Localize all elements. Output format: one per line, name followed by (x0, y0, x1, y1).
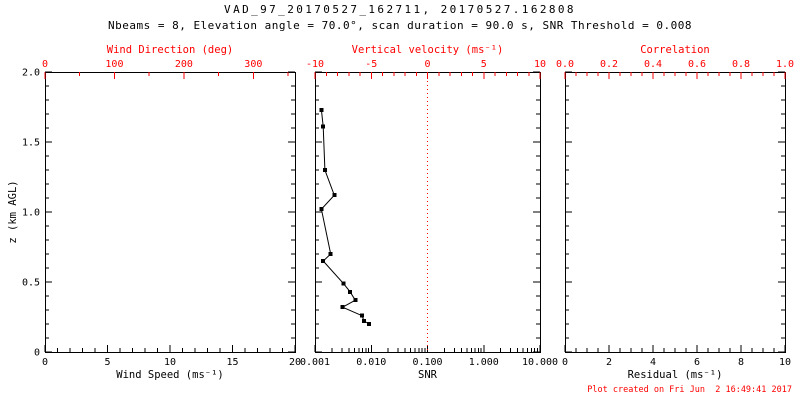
y-tick-label: 1.0 (22, 208, 40, 219)
snr-axis-title: SNR (418, 369, 437, 381)
vertical-velocity-axis-title: Vertical velocity (ms⁻¹) (351, 44, 504, 56)
y-tick-label: 1.5 (22, 138, 40, 149)
x-tick-label: 0 (562, 357, 568, 368)
data-point-marker (341, 281, 346, 286)
panel-frame (565, 72, 786, 353)
top-tick-label: 300 (244, 59, 262, 70)
data-point-marker (367, 322, 372, 326)
x-tick-label: 0.100 (412, 357, 442, 368)
top-tick-label: 200 (175, 59, 193, 70)
x-tick-label: 10 (164, 357, 176, 368)
data-point-marker (353, 298, 358, 303)
x-tick-label: 20 (289, 357, 301, 368)
data-point-marker (321, 124, 326, 129)
y-tick-label: 0.5 (22, 278, 40, 289)
x-tick-label: 0.001 (300, 357, 330, 368)
x-tick-label: 10.000 (522, 357, 558, 368)
series-line (320, 109, 370, 325)
x-tick-label: 6 (694, 357, 700, 368)
x-tick-label: 2 (606, 357, 612, 368)
top-tick-label: 5 (481, 59, 487, 70)
y-tick-label: 0 (34, 348, 40, 359)
figure-title: VAD_97_20170527_162711, 20170527.162808 (224, 3, 576, 16)
top-tick-label: 0.2 (600, 59, 618, 70)
data-point-marker (359, 313, 364, 318)
panel-snr: 0.001 0.010 0.100 1.000 10.000 -10 -5 0 5 10 (300, 59, 558, 368)
wind-speed-axis-title: Wind Speed (ms⁻¹) (116, 369, 224, 381)
x-tick-label: 0 (42, 357, 48, 368)
x-tick-label: 5 (104, 357, 110, 368)
plot-created-timestamp: Plot created on Fri Jun 2 16:49:41 2017 (587, 385, 792, 395)
data-point-marker (321, 259, 326, 263)
top-tick-label: 10 (534, 59, 546, 70)
correlation-axis-title: Correlation (640, 44, 710, 56)
top-tick-label: -5 (365, 59, 377, 70)
x-tick-label: 10 (779, 357, 791, 368)
x-tick-label: 15 (226, 357, 238, 368)
top-tick-label: 1.0 (776, 59, 794, 70)
top-tick-label: -10 (306, 59, 324, 70)
x-tick-label: 4 (650, 357, 656, 368)
data-point-marker (332, 193, 337, 198)
figure-subtitle: Nbeams = 8, Elevation angle = 70.0°, sca… (107, 19, 693, 32)
top-tick-label: 100 (105, 59, 123, 70)
x-tick-label: 1.000 (469, 357, 499, 368)
data-point-marker (362, 319, 367, 324)
panel-frame (45, 72, 296, 353)
top-tick-label: 0 (42, 59, 48, 70)
data-point-marker (348, 289, 353, 294)
top-tick-label: 0.6 (688, 59, 706, 70)
data-point-marker (319, 207, 324, 212)
top-tick-label: 0.8 (732, 59, 750, 70)
y-tick-label: 2.0 (22, 68, 40, 79)
top-tick-label: 0 (424, 59, 430, 70)
x-tick-label: 0.010 (356, 357, 386, 368)
height-axis-title: z (km AGL) (7, 180, 19, 244)
data-point-marker (340, 305, 345, 310)
residual-axis-title: Residual (ms⁻¹) (627, 369, 723, 381)
data-point-marker (322, 168, 327, 172)
wind-direction-axis-title: Wind Direction (deg) (106, 44, 234, 56)
data-point-marker (319, 107, 324, 112)
top-tick-label: 0.0 (556, 59, 574, 70)
data-point-marker (328, 252, 333, 256)
panel-residual: 0 2 4 6 8 10 0.0 0.2 0.4 0.6 0.8 1.0 (556, 59, 794, 368)
top-tick-label: 0.4 (644, 59, 662, 70)
x-tick-label: 8 (738, 357, 744, 368)
